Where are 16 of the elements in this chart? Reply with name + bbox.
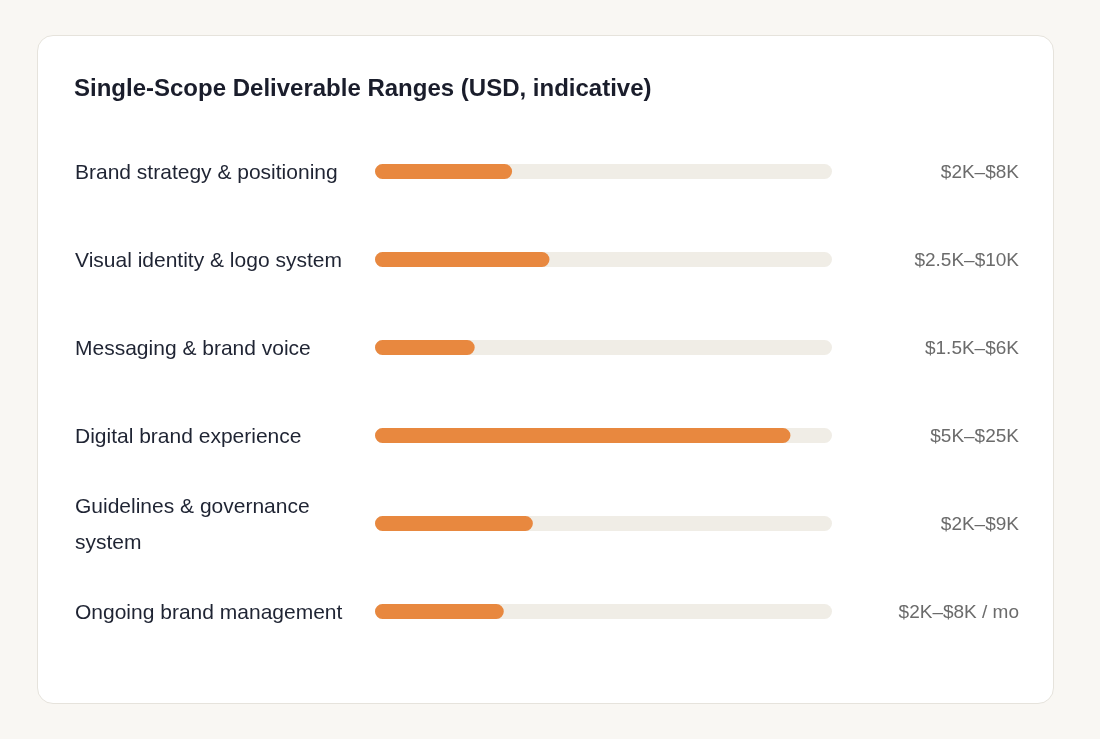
text: $2K–$8K — [940, 161, 1020, 182]
text: $2K–$8K / mo — [898, 601, 1019, 622]
chart-title: Single-Scope Deliverable Ranges (USD, indicative) — [74, 74, 652, 102]
y-tick-label: Ongoing brand management — [75, 599, 343, 623]
y-tick-label: Visual identity & logo system — [75, 247, 342, 271]
text: $2K–$9K — [940, 513, 1020, 534]
y-tick-label: Messaging & brand voice — [75, 335, 311, 359]
bar — [375, 604, 504, 619]
bar — [375, 340, 475, 355]
y-tick-label: Guidelines & governance system — [75, 493, 310, 553]
y-tick-label: Brand strategy & positioning — [75, 159, 338, 183]
text: $1.5K–$6K — [924, 337, 1020, 358]
bar — [375, 164, 513, 179]
text: $5K–$25K — [930, 425, 1020, 446]
text: $2.5K–$10K — [914, 249, 1020, 270]
y-tick-label: Digital brand experience — [75, 423, 302, 447]
